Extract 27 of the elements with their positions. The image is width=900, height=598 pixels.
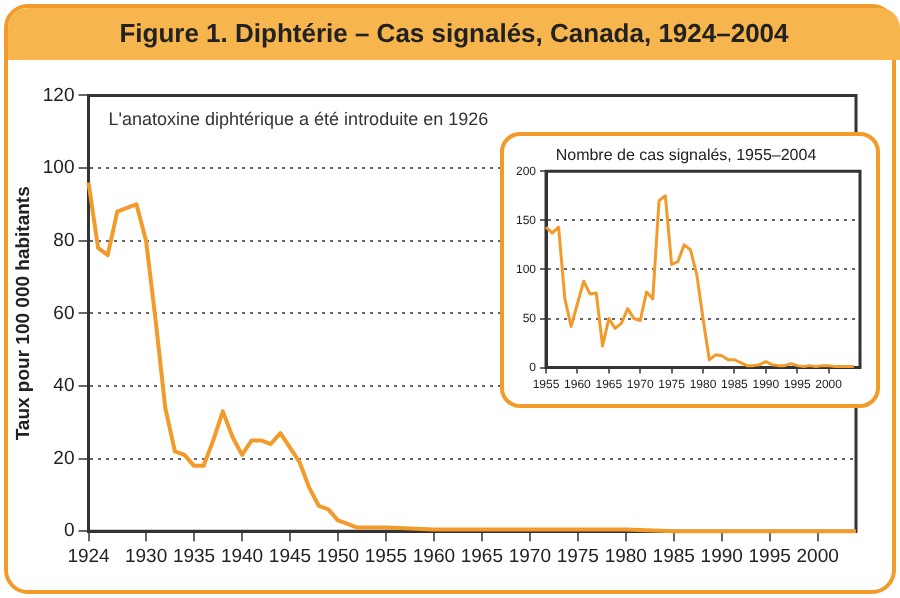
y-tick-label: 0: [63, 520, 75, 543]
x-tick-label: 1935: [172, 545, 216, 568]
y-tick-label: 80: [53, 229, 75, 252]
x-tick-label: 1924: [67, 545, 110, 568]
y-tick-label: 60: [53, 302, 75, 325]
x-tick-label: 2000: [796, 545, 839, 568]
x-tick-label: 1955: [364, 545, 408, 568]
x-tick-label: 1990: [700, 545, 743, 568]
x-tick-label: 1940: [220, 545, 264, 568]
x-tick-label: 1995: [748, 545, 791, 568]
x-tick-label: 1970: [508, 545, 551, 568]
y-axis-title: Taux pour 100 000 habitants: [12, 186, 35, 441]
y-tick-label: 20: [53, 447, 75, 470]
y-tick-label: 40: [53, 375, 75, 398]
chart-title: Figure 1. Diphtérie – Cas signalés, Canada, 1924–2004: [8, 8, 900, 60]
x-tick-label: 1985: [652, 545, 695, 568]
x-tick-label: 1950: [316, 545, 360, 568]
x-tick-label: 1945: [268, 545, 312, 568]
y-tick-label: 120: [42, 84, 75, 107]
x-tick-label: 1980: [604, 545, 647, 568]
annotation: L'anatoxine diphtérique a été introduite en 1926: [108, 109, 489, 130]
x-tick-label: 1960: [412, 545, 456, 568]
y-tick-label: 100: [42, 157, 75, 180]
x-tick-label: 1965: [460, 545, 503, 568]
x-tick-label: 1975: [556, 545, 599, 568]
x-tick-label: 1930: [124, 545, 168, 568]
chart-title: Nombre de cas signalés, 1955–2004: [555, 146, 818, 165]
